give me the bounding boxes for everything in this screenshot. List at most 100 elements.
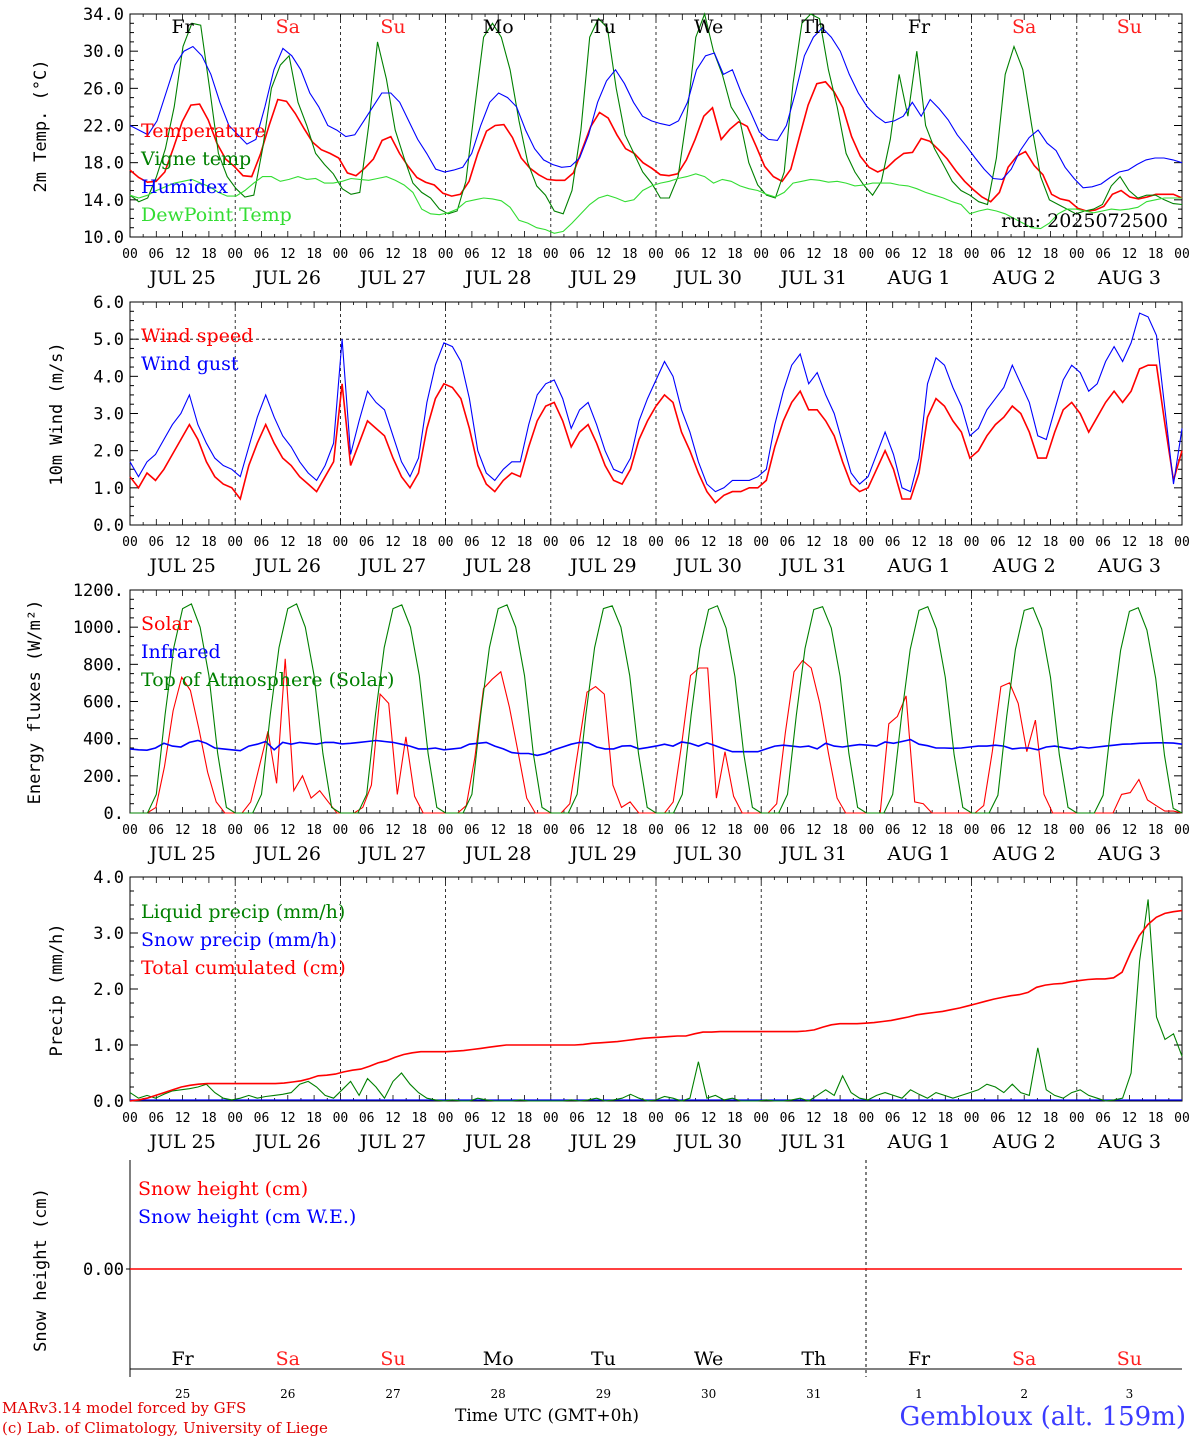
- station-title: Gembloux (alt. 159m): [899, 1402, 1186, 1432]
- hour-label: 00: [543, 535, 559, 550]
- y-tick-label: 3.0: [93, 924, 124, 944]
- date-label: JUL 27: [358, 555, 426, 577]
- hour-label: 00: [1174, 1111, 1190, 1126]
- date-label: AUG 3: [1097, 555, 1161, 577]
- wind-frame: [129, 301, 1183, 526]
- hour-label: 12: [1122, 1111, 1138, 1126]
- weekday-label: Th: [801, 1348, 826, 1370]
- hour-label: 00: [1174, 823, 1190, 838]
- weekday-label: Sa: [1012, 1348, 1036, 1370]
- date-label: JUL 30: [673, 267, 741, 289]
- hour-label: 00: [333, 247, 349, 262]
- date-label: JUL 26: [253, 267, 321, 289]
- series-line: [129, 12, 1183, 215]
- hour-label: 18: [1148, 247, 1164, 262]
- hour-label: 06: [674, 1111, 690, 1126]
- hour-label: 06: [359, 247, 375, 262]
- day-number-label: 3: [1126, 1387, 1134, 1401]
- hour-label: 00: [648, 535, 664, 550]
- hour-label: 12: [175, 535, 191, 550]
- date-label: JUL 29: [568, 555, 636, 577]
- hour-label: 00: [543, 247, 559, 262]
- hour-label: 06: [885, 535, 901, 550]
- weekday-label: Sa: [1012, 16, 1036, 38]
- weekday-label: Mo: [483, 16, 514, 38]
- hour-label: 12: [280, 823, 296, 838]
- hour-label: 12: [490, 247, 506, 262]
- series-line: [129, 899, 1183, 1102]
- hour-label: 12: [1016, 535, 1032, 550]
- hour-label: 18: [517, 247, 533, 262]
- hour-label: 12: [806, 247, 822, 262]
- date-label: JUL 26: [253, 1131, 321, 1153]
- hour-label: 12: [1016, 1111, 1032, 1126]
- hour-label: 06: [990, 1111, 1006, 1126]
- hour-label: 00: [438, 1111, 454, 1126]
- weekday-label: We: [694, 16, 723, 38]
- hour-label: 00: [859, 1111, 875, 1126]
- hour-label: 18: [517, 1111, 533, 1126]
- hour-label: 12: [175, 1111, 191, 1126]
- temperature-panel: 10.0 14.0 18.0 22.0 26.0 30.0 34.0 2m Temp. (°C…: [31, 5, 1190, 289]
- run-label: run: 2025072500: [1001, 210, 1168, 232]
- y-tick-label: 200.: [83, 767, 124, 787]
- hour-label: 06: [254, 823, 270, 838]
- date-label: JUL 25: [147, 555, 215, 577]
- hour-label: 18: [832, 823, 848, 838]
- hour-label: 06: [780, 823, 796, 838]
- hour-label: 18: [411, 1111, 427, 1126]
- date-label: AUG 1: [886, 843, 950, 865]
- hour-label: 00: [543, 823, 559, 838]
- y-axis-label: Energy fluxes (W/m²): [25, 600, 45, 805]
- hour-label: 12: [596, 535, 612, 550]
- weekday-label: Fr: [171, 1348, 194, 1370]
- date-label: JUL 27: [358, 267, 426, 289]
- series-line: [129, 27, 1183, 189]
- hour-label: 06: [359, 1111, 375, 1126]
- date-label: AUG 2: [992, 843, 1056, 865]
- date-label: JUL 28: [463, 1131, 531, 1153]
- hour-label: 06: [148, 823, 164, 838]
- hour-label: 00: [964, 535, 980, 550]
- weekday-label: Su: [1117, 1348, 1142, 1370]
- hour-label: 12: [1122, 247, 1138, 262]
- hour-label: 18: [937, 535, 953, 550]
- hour-label: 00: [438, 535, 454, 550]
- y-tick-label: 400.: [83, 730, 124, 750]
- hour-label: 12: [1016, 823, 1032, 838]
- date-label: JUL 25: [147, 267, 215, 289]
- series-line: [129, 364, 1183, 504]
- date-label: JUL 27: [358, 843, 426, 865]
- weekday-label: Fr: [908, 1348, 931, 1370]
- hour-label: 18: [727, 247, 743, 262]
- hour-label: 18: [937, 823, 953, 838]
- legend-entry: Snow height (cm): [138, 1178, 308, 1200]
- weekday-label: Su: [1117, 16, 1142, 38]
- hour-label: 06: [674, 247, 690, 262]
- hour-label: 00: [964, 823, 980, 838]
- y-tick-label: 0.0: [93, 1092, 124, 1112]
- hour-label: 12: [701, 247, 717, 262]
- weekday-label: We: [694, 1348, 723, 1370]
- hour-label: 00: [648, 247, 664, 262]
- weekday-label: Tu: [591, 1348, 616, 1370]
- date-label: JUL 30: [673, 555, 741, 577]
- hour-label: 12: [385, 1111, 401, 1126]
- legend-entry: Solar: [141, 613, 193, 635]
- hour-label: 06: [569, 823, 585, 838]
- date-label: JUL 28: [463, 267, 531, 289]
- hour-label: 06: [780, 535, 796, 550]
- day-number-label: 30: [701, 1387, 716, 1401]
- weekday-label: Fr: [908, 16, 931, 38]
- series-line: [130, 603, 1183, 814]
- legend-entry: Wind speed: [141, 325, 253, 347]
- hour-label: 18: [517, 535, 533, 550]
- legend-entry: Total cumulated (cm): [141, 957, 346, 979]
- hour-label: 06: [359, 535, 375, 550]
- date-label: JUL 30: [673, 1131, 741, 1153]
- hour-label: 12: [280, 535, 296, 550]
- wind-panel: 0.0 1.0 2.0 3.0 4.0 5.0 6.0 10m Wind (m/s) Wind …: [47, 293, 1190, 577]
- hour-label: 12: [280, 247, 296, 262]
- hour-label: 18: [201, 1111, 217, 1126]
- hour-label: 12: [1122, 823, 1138, 838]
